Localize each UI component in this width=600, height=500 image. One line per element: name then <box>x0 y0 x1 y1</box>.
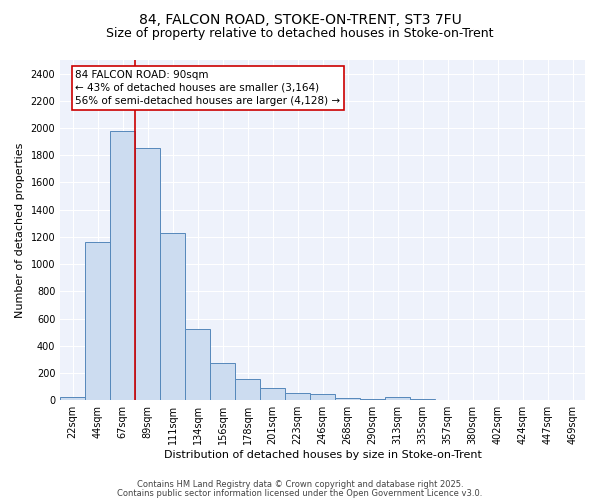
Text: Contains public sector information licensed under the Open Government Licence v3: Contains public sector information licen… <box>118 488 482 498</box>
Text: 84, FALCON ROAD, STOKE-ON-TRENT, ST3 7FU: 84, FALCON ROAD, STOKE-ON-TRENT, ST3 7FU <box>139 12 461 26</box>
Bar <box>260 388 285 400</box>
Bar <box>110 132 135 400</box>
Text: Contains HM Land Registry data © Crown copyright and database right 2025.: Contains HM Land Registry data © Crown c… <box>137 480 463 489</box>
Bar <box>235 379 260 400</box>
X-axis label: Distribution of detached houses by size in Stoke-on-Trent: Distribution of detached houses by size … <box>164 450 482 460</box>
Bar <box>335 398 360 400</box>
Bar <box>85 242 110 400</box>
Bar <box>310 394 335 400</box>
Bar <box>410 399 435 400</box>
Bar <box>210 363 235 400</box>
Bar <box>60 397 85 400</box>
Y-axis label: Number of detached properties: Number of detached properties <box>15 142 25 318</box>
Bar <box>185 329 210 400</box>
Bar <box>160 233 185 400</box>
Bar <box>360 399 385 400</box>
Bar <box>385 397 410 400</box>
Text: 84 FALCON ROAD: 90sqm
← 43% of detached houses are smaller (3,164)
56% of semi-d: 84 FALCON ROAD: 90sqm ← 43% of detached … <box>75 70 340 106</box>
Text: Size of property relative to detached houses in Stoke-on-Trent: Size of property relative to detached ho… <box>106 28 494 40</box>
Bar <box>135 148 160 400</box>
Bar <box>285 392 310 400</box>
